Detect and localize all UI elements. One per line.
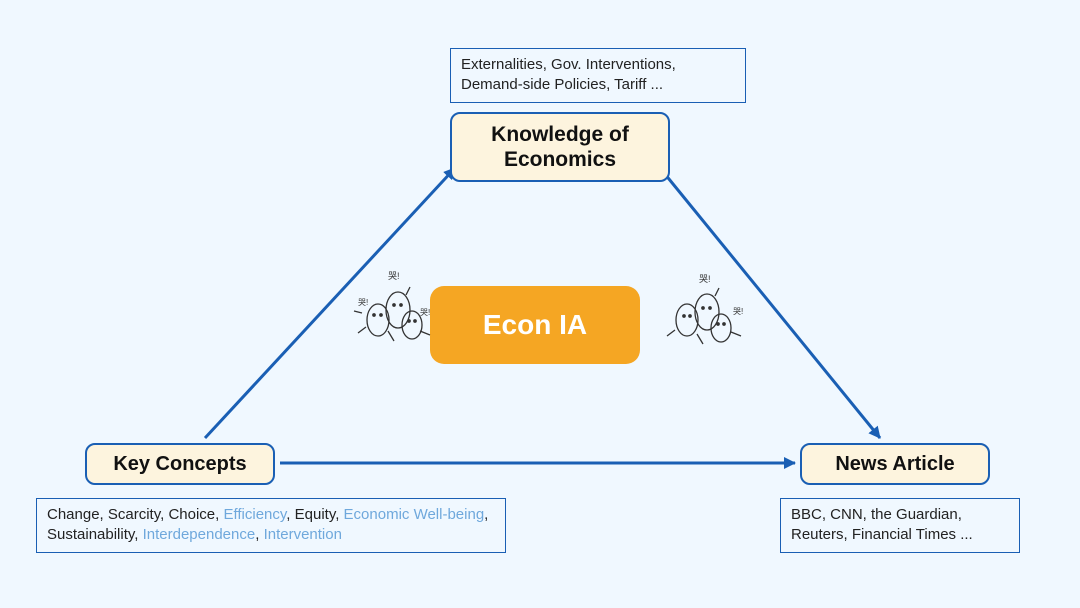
- center-node-econ-ia: Econ IA: [430, 286, 640, 364]
- node-knowledge-of-economics: Knowledge ofEconomics: [450, 112, 670, 182]
- doodle-characters-right: 哭! 哭!: [655, 270, 745, 360]
- node-news-article: News Article: [800, 443, 990, 485]
- diagram-canvas: Econ IA Knowledge ofEconomics Key Concep…: [0, 0, 1080, 608]
- annotation-right: BBC, CNN, the Guardian, Reuters, Financi…: [780, 498, 1020, 553]
- node-key-concepts: Key Concepts: [85, 443, 275, 485]
- center-label: Econ IA: [483, 309, 587, 341]
- svg-text:哭!: 哭!: [733, 307, 743, 316]
- annotation-left: Change, Scarcity, Choice, Efficiency, Eq…: [36, 498, 506, 553]
- annotation-top: Externalities, Gov. Interventions, Deman…: [450, 48, 746, 103]
- doodle-characters-left: 哭! 哭! 哭!: [348, 265, 438, 355]
- svg-text:哭!: 哭!: [358, 298, 368, 307]
- node-left-label: Key Concepts: [113, 452, 246, 476]
- svg-text:哭!: 哭!: [699, 274, 711, 284]
- node-right-label: News Article: [835, 452, 954, 476]
- node-top-label: Knowledge ofEconomics: [491, 122, 629, 172]
- svg-text:哭!: 哭!: [388, 271, 400, 281]
- svg-text:哭!: 哭!: [420, 308, 430, 317]
